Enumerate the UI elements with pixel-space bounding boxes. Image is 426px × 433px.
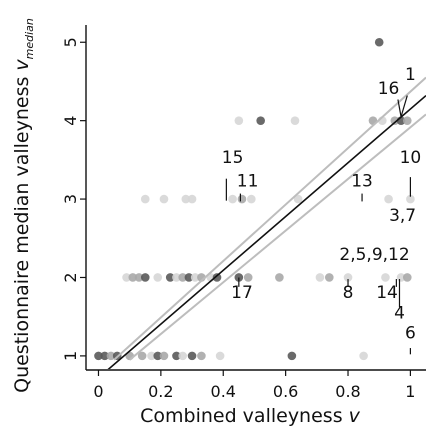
y-tick-label: 3 (61, 194, 80, 204)
data-point (197, 351, 206, 361)
data-point (140, 273, 150, 282)
data-point (178, 273, 187, 282)
annotation-label: 2,5,9,12 (339, 245, 409, 265)
data-point (165, 273, 175, 282)
annotation-label: 15 (222, 148, 244, 168)
annotation-label: 10 (400, 148, 422, 168)
data-point (181, 194, 191, 204)
data-point (140, 194, 150, 204)
data-point (315, 273, 325, 282)
data-point (243, 273, 253, 282)
data-point (184, 273, 194, 282)
data-point (384, 194, 393, 204)
data-point (172, 351, 181, 361)
data-point (134, 273, 144, 282)
x-axis-label-main: Combined valleyness (140, 405, 349, 427)
data-point (159, 194, 169, 204)
data-point (374, 37, 384, 47)
data-point (406, 194, 415, 204)
annotation-label: 13 (351, 172, 373, 192)
y-tick-label: 2 (61, 272, 80, 282)
data-point (190, 273, 200, 282)
x-tick-label: 0.4 (211, 382, 236, 401)
annotation-label: 11 (237, 172, 259, 192)
data-point (147, 351, 156, 361)
annotation-label: 17 (231, 283, 253, 303)
data-point (237, 194, 247, 204)
y-tick-label: 5 (61, 37, 80, 47)
data-point (290, 116, 300, 125)
data-point (247, 194, 256, 204)
data-point (287, 351, 297, 361)
y-tick-label: 1 (61, 351, 80, 361)
regression-line (107, 94, 426, 369)
x-tick-label: 0.6 (273, 382, 298, 401)
x-tick-label: 0.2 (148, 382, 173, 401)
data-point (128, 273, 138, 282)
y-axis-label-subscript: median (23, 18, 36, 59)
data-point (137, 351, 147, 361)
annotation-label: 3,7 (389, 206, 416, 226)
annotation-label: 6 (405, 324, 416, 344)
data-point (228, 194, 237, 204)
annotation-label: 8 (343, 283, 354, 303)
data-point (293, 194, 303, 204)
plot-area (94, 37, 426, 369)
data-point (153, 351, 163, 361)
data-point (100, 351, 110, 361)
confidence-band-upper (113, 76, 426, 361)
data-point (187, 351, 197, 361)
x-axis-label: Combined valleyness v (140, 405, 361, 427)
data-point (94, 351, 103, 361)
x-tick-label: 1 (405, 382, 415, 401)
x-axis-label-var: v (349, 405, 361, 427)
data-point (402, 116, 412, 125)
y-axis-label: Questionnaire median valleyness vmedian (11, 18, 36, 393)
data-point (390, 116, 400, 125)
data-point (359, 351, 368, 361)
data-point (122, 273, 131, 282)
data-point (187, 194, 197, 204)
annotation-leader (397, 99, 402, 117)
data-point (172, 273, 181, 282)
data-point (178, 351, 187, 361)
annotation-label: 1 (405, 65, 416, 85)
annotation-leader (400, 95, 408, 117)
annotation-label: 16 (378, 79, 400, 99)
y-tick-label: 4 (61, 116, 80, 126)
y-axis-label-main: Questionnaire median valleyness (11, 71, 33, 393)
data-point (215, 351, 225, 361)
data-point (106, 351, 116, 361)
data-point (275, 273, 284, 282)
x-tick-label: 0.8 (335, 382, 360, 401)
data-point (325, 273, 334, 282)
data-point (212, 273, 222, 282)
data-point (159, 351, 169, 361)
data-point (402, 273, 412, 282)
annotation-label: 14 (376, 283, 398, 303)
data-point (381, 273, 390, 282)
x-tick-label: 0 (93, 382, 103, 401)
data-point (256, 116, 265, 125)
data-point (153, 273, 163, 282)
y-axis-label-var: v (11, 59, 33, 71)
data-point (234, 116, 244, 125)
annotation-label: 4 (394, 303, 405, 323)
data-point (343, 273, 353, 282)
confidence-band-lower (129, 113, 426, 361)
